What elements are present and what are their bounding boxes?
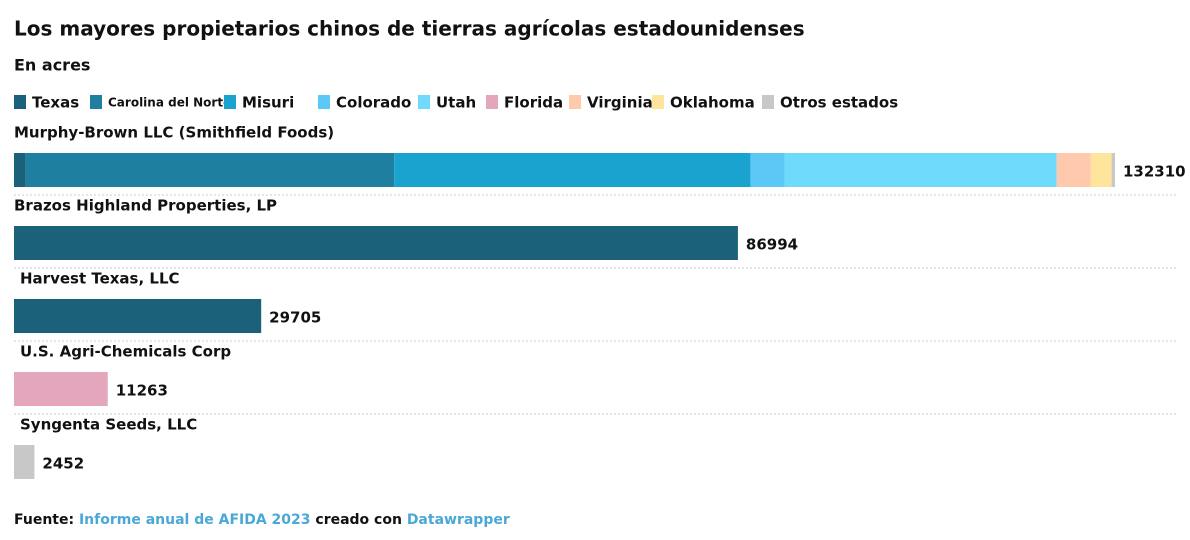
legend-label: Misuri — [242, 94, 294, 112]
bar-segment — [14, 445, 35, 479]
total-label: 86994 — [746, 236, 798, 254]
category-label: U.S. Agri-Chemicals Corp — [20, 343, 231, 361]
bar-segment — [784, 153, 1057, 187]
source-label: Fuente: — [14, 512, 74, 528]
total-label: 11263 — [116, 382, 168, 400]
legend-label: Florida — [504, 94, 563, 112]
legend-label: Otros estados — [780, 94, 898, 112]
bar-segment — [1111, 153, 1115, 187]
legend-swatch — [318, 95, 330, 109]
chart-subtitle: En acres — [14, 56, 90, 75]
total-label: 29705 — [269, 309, 321, 327]
chart-title: Los mayores propietarios chinos de tierr… — [14, 17, 805, 41]
legend-label: Utah — [436, 94, 476, 112]
legend-label: Oklahoma — [670, 94, 755, 112]
footer: Fuente: Informe anual de AFIDA 2023 crea… — [14, 512, 510, 528]
legend-swatch — [90, 95, 102, 109]
legend-swatch — [569, 95, 581, 109]
category-label: Brazos Highland Properties, LP — [14, 197, 277, 215]
legend-swatch — [652, 95, 664, 109]
legend-label: Texas — [32, 94, 79, 112]
total-label: 2452 — [42, 455, 84, 473]
source-link[interactable]: Informe anual de AFIDA 2023 — [79, 512, 311, 528]
legend-swatch — [486, 95, 498, 109]
bar-segment — [394, 153, 751, 187]
legend-swatch — [418, 95, 430, 109]
bar-segment — [14, 226, 738, 260]
total-label: 132310 — [1123, 163, 1186, 181]
category-label: Murphy-Brown LLC (Smithfield Foods) — [14, 124, 334, 142]
tool-link[interactable]: Datawrapper — [407, 512, 510, 528]
category-label: Harvest Texas, LLC — [20, 270, 180, 288]
legend-swatch — [14, 95, 26, 109]
legend-label: Carolina del Norte — [108, 96, 231, 110]
created-with: creado con — [315, 512, 402, 528]
bar-segment — [14, 299, 262, 333]
category-label: Syngenta Seeds, LLC — [20, 416, 197, 434]
bar-segment — [14, 372, 108, 406]
legend-label: Colorado — [336, 94, 411, 112]
bar-segment — [1090, 153, 1112, 187]
legend-label: Virginia — [587, 94, 653, 112]
legend-swatch — [224, 95, 236, 109]
bar-segment — [1056, 153, 1091, 187]
legend-swatch — [762, 95, 774, 109]
bar-segment — [14, 153, 26, 187]
bar-segment — [25, 153, 395, 187]
bar-segment — [750, 153, 785, 187]
